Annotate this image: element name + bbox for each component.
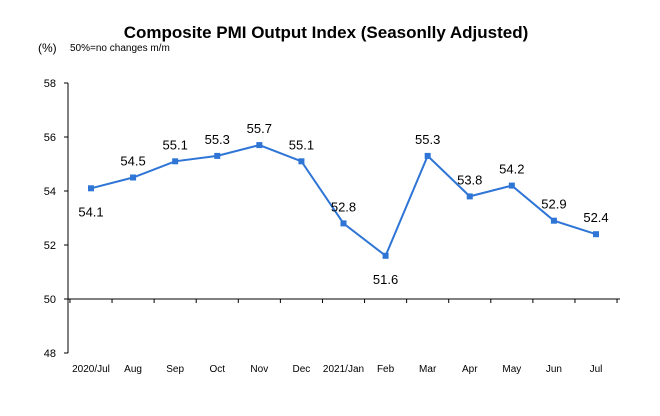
- y-ticks: 48 50 52 54 56 58: [44, 78, 68, 360]
- data-label: 53.8: [457, 172, 482, 187]
- x-tick-label: Sep: [166, 364, 184, 375]
- data-point: [466, 193, 473, 200]
- data-labels: 54.1 54.5 55.1 55.3 55.7 55.1 52.8 51.6 55.3 53.8…: [78, 121, 608, 287]
- x-tick-label: Apr: [462, 364, 478, 375]
- y-tick-label: 48: [44, 348, 56, 360]
- x-tick-label: Dec: [293, 364, 311, 375]
- data-label: 54.1: [78, 204, 103, 219]
- data-label: 52.4: [583, 210, 608, 225]
- data-point: [424, 152, 431, 159]
- y-tick-label: 56: [44, 132, 56, 144]
- data-point: [508, 182, 515, 189]
- x-tick-label: Jul: [590, 364, 603, 375]
- data-point: [130, 174, 137, 181]
- axes: [67, 83, 620, 353]
- data-label: 55.7: [247, 121, 272, 136]
- data-point: [88, 185, 94, 192]
- data-label: 55.1: [289, 137, 314, 152]
- unit-label: (%): [38, 41, 57, 55]
- y-tick-label: 50: [44, 294, 56, 306]
- x-tick-label: Feb: [377, 364, 395, 375]
- data-point: [298, 158, 305, 165]
- x-tick-label: Mar: [419, 364, 437, 375]
- data-point: [382, 252, 389, 259]
- data-point: [256, 142, 263, 149]
- data-label: 54.2: [499, 162, 524, 177]
- data-point: [550, 217, 557, 224]
- x-tick-label: 2020/Jul: [72, 364, 110, 375]
- y-tick-label: 58: [44, 78, 56, 90]
- data-point: [172, 158, 179, 165]
- x-tick-label: Aug: [124, 364, 142, 375]
- y-tick-label: 52: [44, 240, 56, 252]
- data-label: 55.1: [163, 137, 188, 152]
- x-tick-label: 2021/Jan: [323, 364, 364, 375]
- data-label: 52.8: [331, 199, 356, 214]
- series: [88, 142, 599, 259]
- x-tick-label: Nov: [250, 364, 268, 375]
- data-point: [214, 152, 221, 159]
- x-tick-label: Oct: [209, 364, 225, 375]
- x-ticks: 2020/Jul Aug Sep Oct Nov Dec 2021/Jan Feb Mar Apr…: [69, 299, 618, 375]
- note-label: 50%=no changes m/m: [70, 43, 170, 54]
- data-label: 51.6: [373, 272, 398, 287]
- data-point: [340, 220, 347, 227]
- data-label: 54.5: [120, 154, 145, 169]
- x-tick-label: May: [502, 364, 521, 375]
- data-point: [593, 231, 599, 238]
- y-tick-label: 54: [44, 186, 56, 198]
- data-label: 55.3: [415, 132, 440, 147]
- data-label: 52.9: [541, 197, 566, 212]
- x-tick-label: Jun: [546, 364, 562, 375]
- data-label: 55.3: [205, 132, 230, 147]
- chart-title: Composite PMI Output Index (Seasonlly Ad…: [124, 23, 529, 42]
